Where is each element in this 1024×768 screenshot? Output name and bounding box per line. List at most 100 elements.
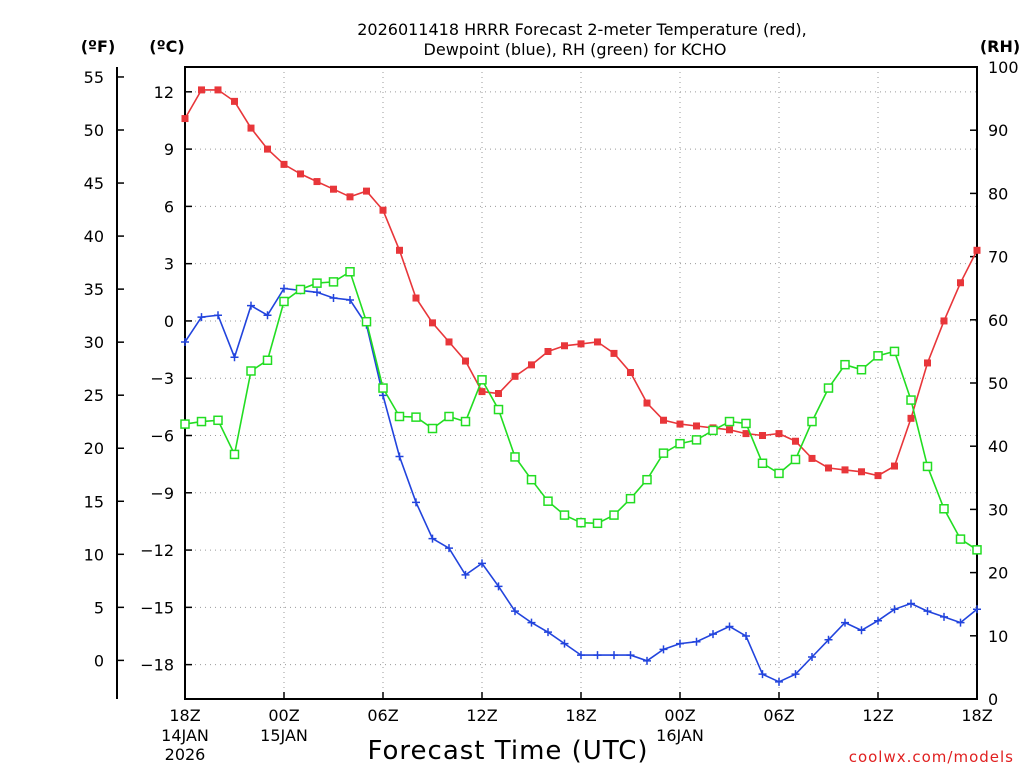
rh-point: [559, 510, 570, 520]
rh-point: [642, 474, 652, 485]
2-meter-temperature-point: [330, 185, 337, 193]
rh-point: [394, 411, 405, 422]
rh-tick-label: 10: [988, 627, 1008, 646]
rh-point: [708, 425, 718, 436]
fahrenheit-tick-label: 10: [84, 545, 104, 564]
rh-point: [790, 454, 801, 465]
fahrenheit-tick-label: 15: [84, 492, 104, 511]
dewpoint-point: [742, 631, 750, 640]
rh-point: [939, 504, 949, 514]
time-tick-date-label: 15JAN: [260, 726, 308, 745]
rh-point: [477, 375, 487, 385]
2-meter-temperature-point: [214, 86, 222, 94]
dewpoint-point: [676, 639, 684, 648]
dewpoint-point: [445, 544, 453, 553]
time-tick-date-label: 16JAN: [656, 726, 704, 745]
time-tick-label: 00Z: [268, 706, 299, 725]
rh-point: [345, 267, 355, 277]
dewpoint-point: [659, 645, 668, 654]
2-meter-temperature-point: [940, 317, 948, 325]
chart-title-line2: Dewpoint (blue), RH (green) for KCHO: [424, 40, 727, 59]
dewpoint-point: [725, 622, 734, 631]
time-tick-label: 12Z: [466, 706, 497, 725]
dewpoint-point: [280, 284, 288, 293]
celsius-tick-label: −18: [140, 656, 174, 675]
dewpoint-point: [610, 651, 618, 660]
series-layer: [180, 86, 982, 686]
celsius-tick-label: 12: [154, 83, 174, 102]
fahrenheit-tick-label: 50: [84, 121, 104, 140]
dewpoint-point: [395, 452, 404, 461]
rh-tick-label: 0: [988, 690, 998, 709]
dewpoint-point: [263, 311, 272, 320]
2-meter-temperature-point: [412, 294, 420, 302]
2-meter-temperature-point: [297, 170, 304, 178]
2-meter-temperature-point: [429, 319, 436, 327]
celsius-tick-label: 9: [164, 140, 174, 159]
dewpoint-point: [577, 651, 585, 660]
2-meter-temperature-point: [462, 357, 469, 365]
rh-point: [724, 416, 735, 427]
x-axis-label: Forecast Time (UTC): [367, 736, 648, 766]
2-meter-temperature-point: [280, 160, 288, 168]
rh-tick-label: 20: [988, 564, 1008, 583]
2-meter-temperature-point: [808, 454, 816, 462]
rh-tick-label: 40: [988, 437, 1008, 456]
celsius-tick-label: −9: [150, 484, 174, 503]
2-meter-temperature-point: [841, 466, 849, 474]
dewpoint-point: [973, 605, 981, 614]
rh-point: [328, 277, 339, 287]
rh-point: [757, 458, 768, 469]
2-meter-temperature-point: [874, 472, 882, 480]
2-meter-temperature-point: [396, 246, 403, 254]
2-meter-temperature-point: [495, 390, 502, 398]
dewpoint-point: [511, 607, 519, 616]
time-tick-year-label: 2026: [165, 745, 206, 764]
2-meter-temperature-point: [247, 124, 255, 132]
fahrenheit-tick-label: 20: [84, 439, 104, 458]
celsius-tick-label: −6: [150, 427, 174, 446]
dewpoint-point: [230, 353, 239, 362]
rh-point: [840, 359, 850, 370]
rh-point: [361, 316, 372, 327]
2-meter-temperature-point: [231, 97, 238, 105]
dewpoint-point: [527, 618, 536, 627]
fahrenheit-tick-label: 35: [84, 280, 104, 299]
dewpoint-point: [857, 626, 866, 635]
rh-point: [229, 449, 240, 460]
2-meter-temperature-point: [577, 340, 585, 348]
dewpoint-point: [923, 607, 932, 616]
dewpoint-point: [247, 301, 255, 310]
rh-point: [675, 438, 685, 449]
dewpoint-point: [890, 605, 899, 614]
dewpoint-point: [709, 630, 717, 639]
time-tick-label: 18Z: [961, 706, 992, 725]
rh-point: [576, 517, 586, 528]
celsius-tick-label: −3: [150, 369, 174, 388]
rh-point: [246, 366, 256, 376]
2-meter-temperature-point: [528, 361, 535, 369]
celsius-tick-label: −15: [140, 598, 174, 617]
rh-point: [378, 383, 388, 393]
rh-point: [873, 351, 883, 361]
2-meter-temperature-point: [742, 430, 750, 438]
2-meter-temperature-point: [198, 86, 205, 94]
rh-point: [856, 364, 867, 375]
rh-point: [691, 435, 702, 445]
2-meter-temperature-point: [957, 279, 964, 287]
dewpoint-point: [907, 599, 915, 608]
dewpoint-point: [775, 677, 783, 686]
celsius-axis: 12 9 6 3 0 −3 −6 −9 −12 −15 −18: [140, 83, 192, 675]
dewpoint-point: [181, 337, 189, 346]
dewpoint-point: [560, 639, 569, 648]
dewpoint-point: [329, 294, 338, 303]
dewpoint-point: [593, 651, 602, 660]
time-tick-date-label: 14JAN: [161, 726, 209, 745]
rh-point: [955, 534, 966, 544]
2-meter-temperature-point: [610, 349, 618, 357]
time-tick-label: 12Z: [862, 706, 893, 725]
fahrenheit-tick-label: 45: [84, 174, 104, 193]
2-meter-temperature-point: [445, 338, 453, 346]
